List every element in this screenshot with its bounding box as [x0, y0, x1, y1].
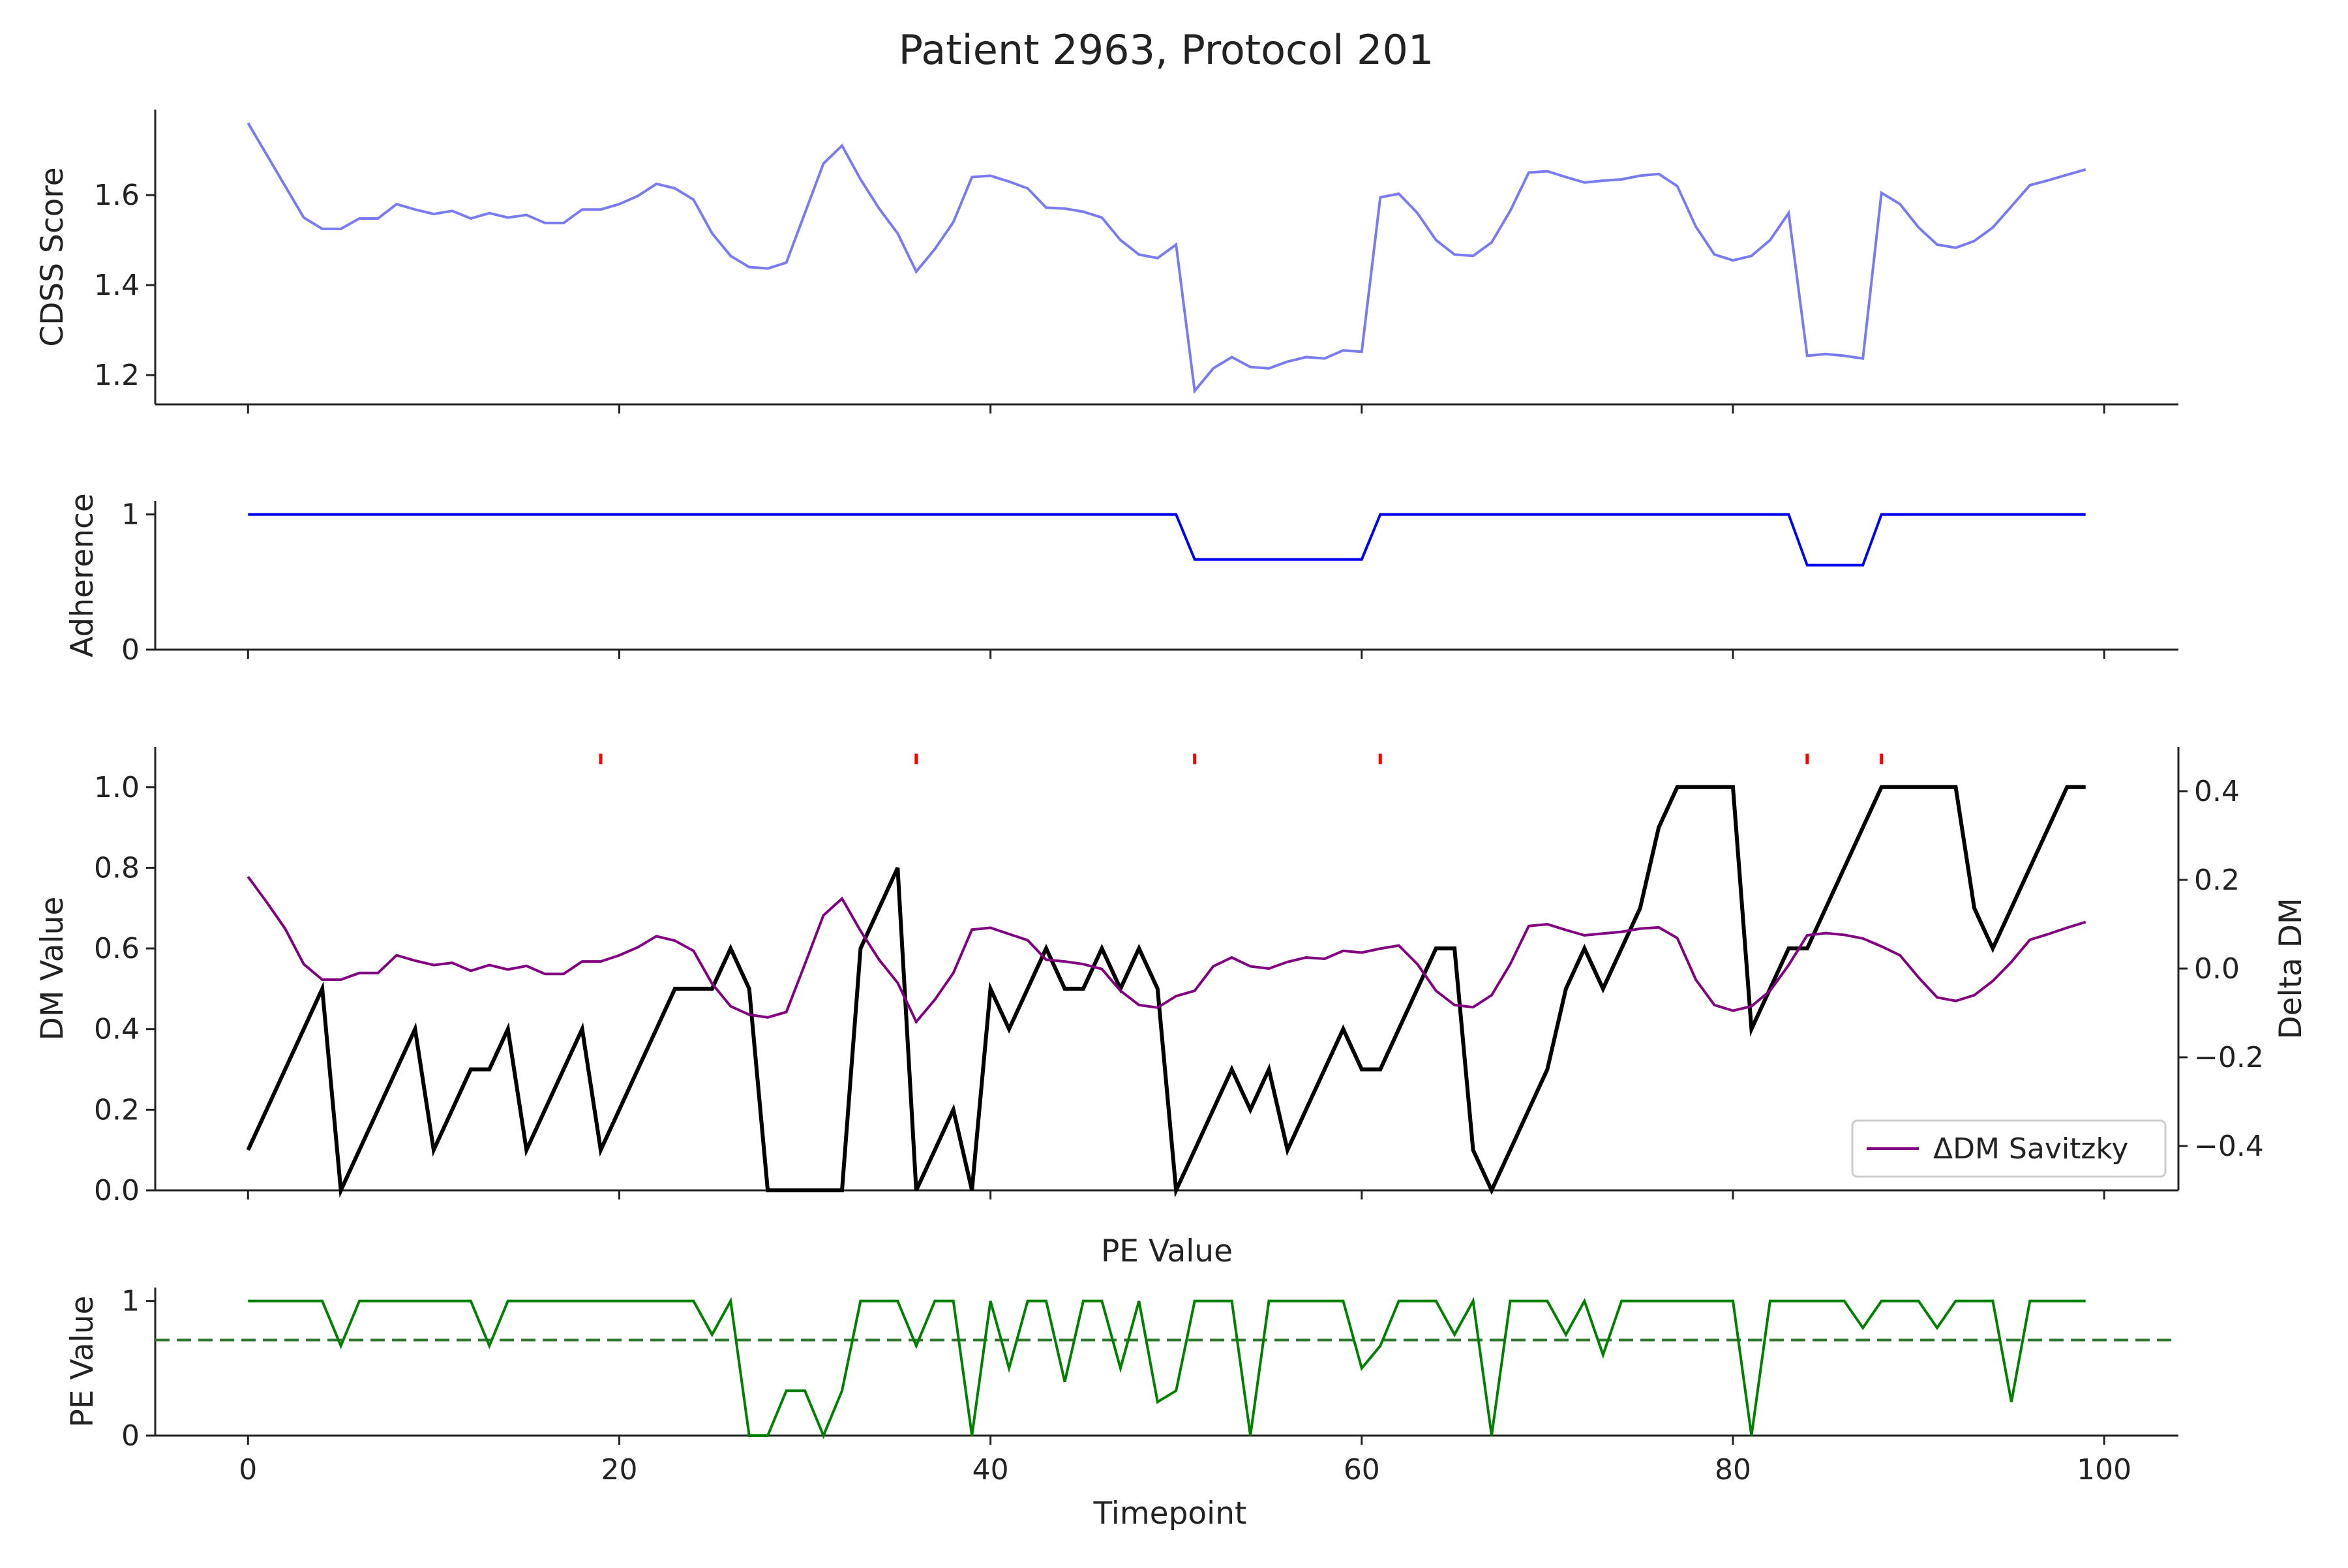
cdss-panel: 1.2 1.4 1.6 CDSS Score: [35, 110, 2178, 414]
x-tick-label: 20: [601, 1453, 637, 1486]
dm-panel: 0.0 0.2 0.4 0.6 0.8 1.0 DM Value −0.4 −0.2 0.0 0.2…: [35, 747, 2309, 1207]
dm-y2-tick-label: −0.2: [2194, 1041, 2264, 1074]
pe-panel-title: PE Value: [1101, 1233, 1233, 1269]
dm-y2-tick-label: 0.0: [2194, 952, 2240, 986]
cdss-y-tick-label: 1.2: [94, 359, 140, 392]
dm-y2-tick-label: 0.4: [2194, 775, 2240, 808]
x-tick-label: 0: [239, 1453, 257, 1486]
adherence-y-tick-label: 1: [121, 498, 140, 532]
adherence-y-tick-label: 0: [121, 633, 140, 667]
cdss-y-tick-label: 1.4: [94, 269, 140, 302]
dm-y2-tick-label: −0.4: [2194, 1130, 2264, 1163]
cdss-y-tick-label: 1.6: [94, 179, 140, 212]
legend-entry-label: ΔDM Savitzky: [1933, 1132, 2128, 1166]
cdss-series: [247, 122, 2086, 395]
dm-y-axis-label: DM Value: [35, 897, 70, 1041]
x-tick-label: 100: [2077, 1453, 2131, 1486]
adherence-panel: 0 1 Adherence: [65, 493, 2178, 667]
pe-y-tick-label: 0: [121, 1419, 140, 1453]
pe-y-tick-label: 1: [121, 1285, 140, 1318]
x-tick-label: 40: [972, 1453, 1009, 1486]
x-tick-label: 60: [1344, 1453, 1380, 1486]
x-tick-label: 80: [1715, 1453, 1751, 1486]
dm-y-tick-label: 0.8: [94, 851, 140, 884]
dm-y2-tick-label: 0.2: [2194, 864, 2240, 897]
pe-y-axis-label: PE Value: [65, 1295, 100, 1427]
adherence-series: [248, 513, 2086, 567]
dm-y-tick-label: 0.4: [94, 1013, 140, 1046]
dm-y-tick-label: 1.0: [94, 771, 140, 804]
cdss-y-axis-label: CDSS Score: [35, 167, 70, 346]
legend-box: [1851, 1119, 2167, 1178]
adherence-y-axis-label: Adherence: [65, 493, 100, 657]
x-axis-label: Timepoint: [1093, 1496, 1247, 1531]
delta-dm-series: [247, 876, 2086, 1025]
dm-y-tick-label: 0.6: [94, 932, 140, 965]
figure-title: Patient 2963, Protocol 201: [899, 26, 1434, 74]
pe-series: [248, 1297, 2086, 1440]
dm-y-tick-label: 0.2: [94, 1093, 140, 1126]
pe-panel: 0 1 PE Value PE Value 0 20 40 60 80 100 Timepoint: [65, 1233, 2178, 1531]
dm-y2-axis-label: Delta DM: [2273, 897, 2309, 1039]
dm-y-tick-label: 0.0: [94, 1174, 140, 1207]
dm-series: [246, 785, 2086, 1198]
